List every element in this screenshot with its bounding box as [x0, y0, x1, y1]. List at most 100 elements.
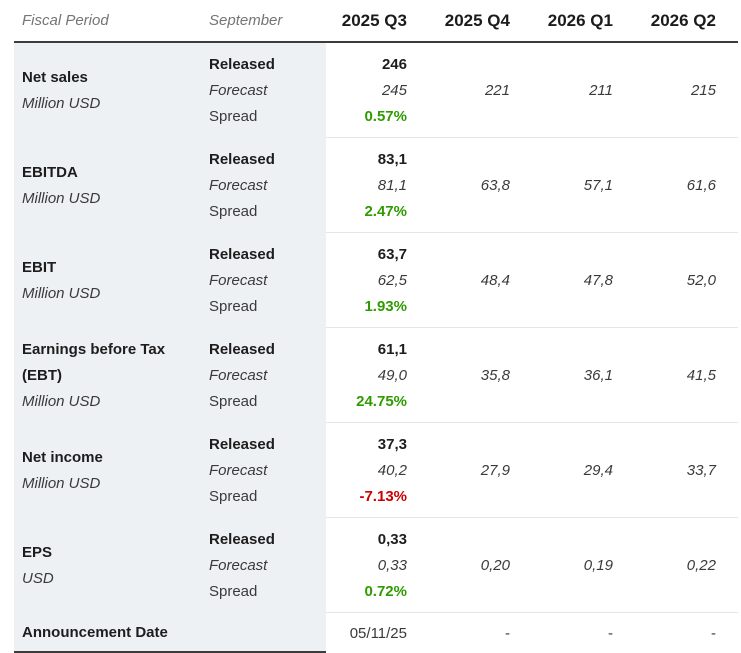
- spread-row: 2.47%: [326, 199, 738, 225]
- empty-cell: [635, 294, 738, 320]
- empty-cell: [532, 199, 635, 225]
- released-value: 246: [381, 56, 407, 73]
- empty-cell: [635, 242, 738, 268]
- forecast-value: 221: [484, 82, 510, 99]
- quarter-header-2026-q2: 2026 Q2: [650, 10, 716, 30]
- spread-label: Spread: [209, 488, 258, 505]
- forecast-value: 33,7: [686, 462, 716, 479]
- forecast-value: 0,33: [377, 557, 407, 574]
- metric-block-net-income: Net income Million USD Released Forecast Spr…: [14, 423, 738, 518]
- forecast-row: 245 221 211 215: [326, 78, 738, 104]
- forecast-value: 211: [589, 82, 613, 99]
- forecast-value: 41,5: [686, 367, 716, 384]
- empty-cell: [635, 52, 738, 78]
- empty-cell: [429, 147, 532, 173]
- metric-name: Net income: [22, 448, 103, 466]
- released-label: Released: [209, 341, 275, 358]
- forecast-value: 47,8: [583, 272, 613, 289]
- metric-unit: Million USD: [22, 94, 101, 112]
- value-grid: 83,1 81,1 63,8 57,1 61,6 2.47%: [326, 138, 738, 233]
- row-labels: Released Forecast Spread: [209, 138, 326, 233]
- forecast-label: Forecast: [209, 177, 268, 194]
- forecast-value: 29,4: [583, 462, 613, 479]
- spread-row: 1.93%: [326, 294, 738, 320]
- metric-name-cell: EBITDA Million USD: [14, 138, 209, 233]
- metric-unit: Million USD: [22, 189, 101, 207]
- row-labels: Released Forecast Spread: [209, 328, 326, 423]
- forecast-value: 0,22: [686, 557, 716, 574]
- forecast-value: 57,1: [583, 177, 613, 194]
- metric-block-earnings-before-tax-ebt: Earnings before Tax (EBT) Million USD Rele…: [14, 328, 738, 423]
- spread-value: -7.13%: [359, 488, 407, 505]
- row-labels: Released Forecast Spread: [209, 233, 326, 328]
- spread-value: 2.47%: [364, 203, 407, 220]
- month-header: September: [209, 12, 283, 29]
- announcement-values: 05/11/25 - - -: [326, 613, 738, 653]
- metric-name-cell: Net sales Million USD: [14, 43, 209, 138]
- empty-cell: [532, 104, 635, 130]
- released-value: 83,1: [377, 151, 407, 168]
- empty-cell: [635, 432, 738, 458]
- value-grid: 246 245 221 211 215 0.57%: [326, 43, 738, 138]
- forecast-value: 27,9: [480, 462, 510, 479]
- metric-unit: Million USD: [22, 474, 101, 492]
- forecast-value: 61,6: [686, 177, 716, 194]
- metric-block-eps: EPS USD Released Forecast Spread 0,33 0,33 0,20…: [14, 518, 738, 613]
- row-labels: Released Forecast Spread: [209, 423, 326, 518]
- released-value: 63,7: [377, 246, 407, 263]
- table-header-row: Fiscal Period September 2025 Q3 2025 Q4 …: [14, 0, 738, 43]
- metric-block-ebit: EBIT Million USD Released Forecast Spread 63,…: [14, 233, 738, 328]
- metric-name: Earnings before Tax (EBT): [22, 340, 166, 384]
- forecast-row: 0,33 0,20 0,19 0,22: [326, 553, 738, 579]
- empty-cell: [635, 527, 738, 553]
- spread-label: Spread: [209, 298, 258, 315]
- empty-cell: [429, 52, 532, 78]
- forecast-row: 81,1 63,8 57,1 61,6: [326, 173, 738, 199]
- released-row: 83,1: [326, 147, 738, 173]
- quarter-headers: 2025 Q3 2025 Q4 2026 Q1 2026 Q2: [326, 11, 738, 31]
- announcement-row: Announcement Date 05/11/25 - - -: [14, 613, 738, 653]
- spread-row: 0.72%: [326, 579, 738, 605]
- empty-cell: [429, 484, 532, 510]
- announcement-date-2026-q2: -: [711, 624, 716, 642]
- released-value: 61,1: [377, 341, 407, 358]
- empty-cell: [429, 199, 532, 225]
- empty-cell: [532, 337, 635, 363]
- metric-blocks: Net sales Million USD Released Forecast Spre…: [14, 43, 738, 613]
- spread-label: Spread: [209, 393, 258, 410]
- quarter-header-2025-q4: 2025 Q4: [444, 10, 510, 30]
- released-value: 0,33: [377, 531, 407, 548]
- announcement-label: Announcement Date: [22, 623, 168, 641]
- spread-label: Spread: [209, 203, 258, 220]
- empty-cell: [532, 432, 635, 458]
- empty-cell: [635, 337, 738, 363]
- released-label: Released: [209, 56, 275, 73]
- empty-cell: [635, 484, 738, 510]
- empty-cell: [429, 432, 532, 458]
- released-row: 63,7: [326, 242, 738, 268]
- metric-name-cell: Earnings before Tax (EBT) Million USD: [14, 328, 209, 423]
- empty-cell: [635, 147, 738, 173]
- empty-cell: [635, 104, 738, 130]
- metric-block-ebitda: EBITDA Million USD Released Forecast Spread 8…: [14, 138, 738, 233]
- empty-cell: [532, 147, 635, 173]
- spread-row: -7.13%: [326, 484, 738, 510]
- spread-label: Spread: [209, 108, 258, 125]
- announcement-date-2025-q4: -: [505, 624, 510, 642]
- forecast-label: Forecast: [209, 82, 268, 99]
- metric-name: EBITDA: [22, 163, 78, 181]
- empty-cell: [635, 389, 738, 415]
- forecast-value: 40,2: [377, 462, 407, 479]
- metric-name: Net sales: [22, 68, 88, 86]
- empty-cell: [532, 294, 635, 320]
- empty-cell: [532, 527, 635, 553]
- forecast-value: 62,5: [377, 272, 407, 289]
- spread-row: 0.57%: [326, 104, 738, 130]
- released-label: Released: [209, 436, 275, 453]
- quarter-header-2025-q3: 2025 Q3: [341, 10, 407, 30]
- spread-value: 0.57%: [364, 108, 407, 125]
- forecast-row: 49,0 35,8 36,1 41,5: [326, 363, 738, 389]
- metric-block-net-sales: Net sales Million USD Released Forecast Spre…: [14, 43, 738, 138]
- released-row: 37,3: [326, 432, 738, 458]
